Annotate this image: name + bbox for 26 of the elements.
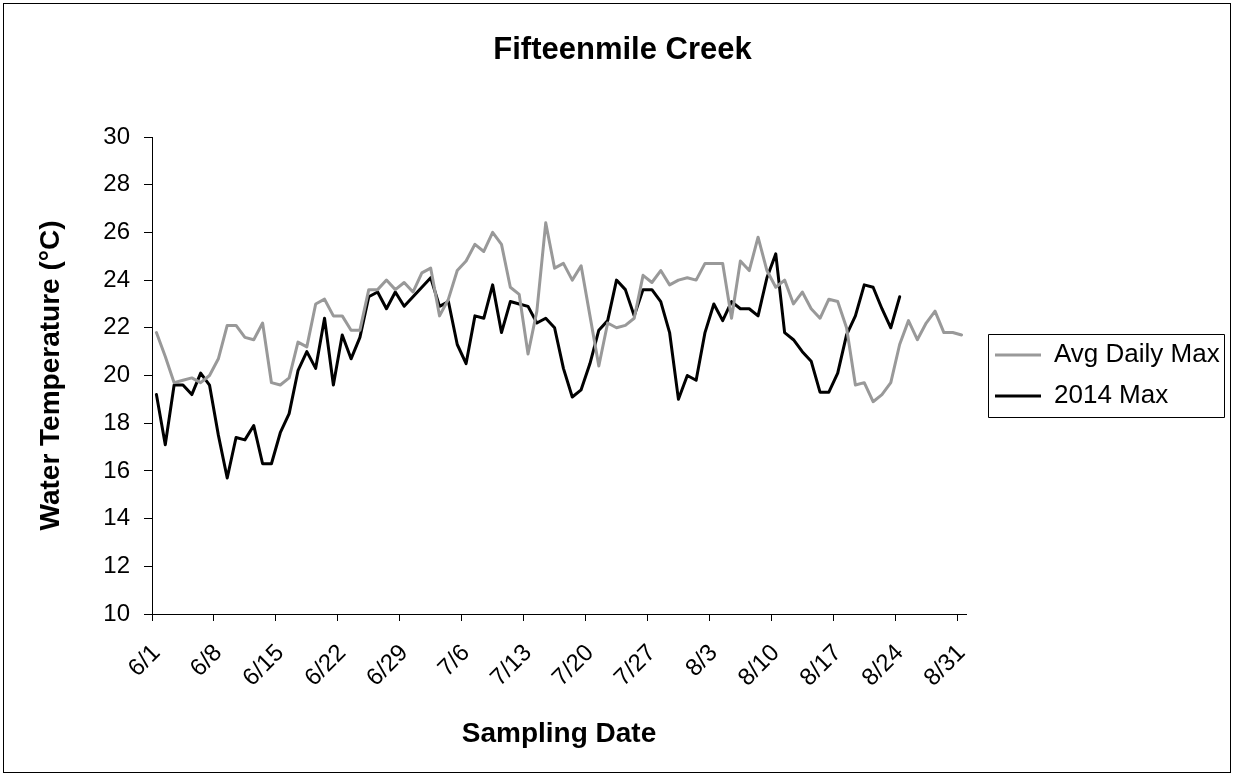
x-tick-label: 8/31 — [917, 638, 970, 691]
legend-label: Avg Daily Max — [1054, 338, 1220, 369]
y-tick-label: 26 — [103, 217, 130, 245]
x-tick-label: 8/10 — [731, 638, 784, 691]
x-tick-label: 8/3 — [679, 638, 723, 681]
x-tick-label: 6/29 — [360, 638, 413, 691]
x-tick-label: 7/13 — [484, 638, 537, 691]
y-tick-label: 10 — [103, 598, 130, 626]
y-tick-label: 30 — [103, 121, 130, 149]
y-tick-label: 28 — [103, 169, 130, 197]
y-tick-label: 12 — [103, 550, 130, 578]
legend-label: 2014 Max — [1054, 379, 1169, 410]
y-tick-label: 14 — [103, 503, 130, 531]
x-tick-label: 7/20 — [546, 638, 599, 691]
y-axis-title: Water Temperature (°C) — [33, 220, 65, 531]
x-axis-title: Sampling Date — [461, 716, 657, 748]
x-tick-label: 6/22 — [298, 638, 351, 691]
x-tick-label: 6/1 — [121, 638, 165, 681]
y-tick-label: 22 — [103, 312, 130, 340]
x-tick-label: 6/8 — [183, 638, 227, 681]
y-tick-label: 18 — [103, 407, 130, 435]
y-tick-label: 16 — [103, 455, 130, 483]
x-tick-label: 7/6 — [431, 638, 475, 681]
y-tick-label: 24 — [103, 264, 130, 292]
y-tick-label: 20 — [103, 360, 130, 388]
chart-title: Fifteenmile Creek — [493, 30, 753, 66]
